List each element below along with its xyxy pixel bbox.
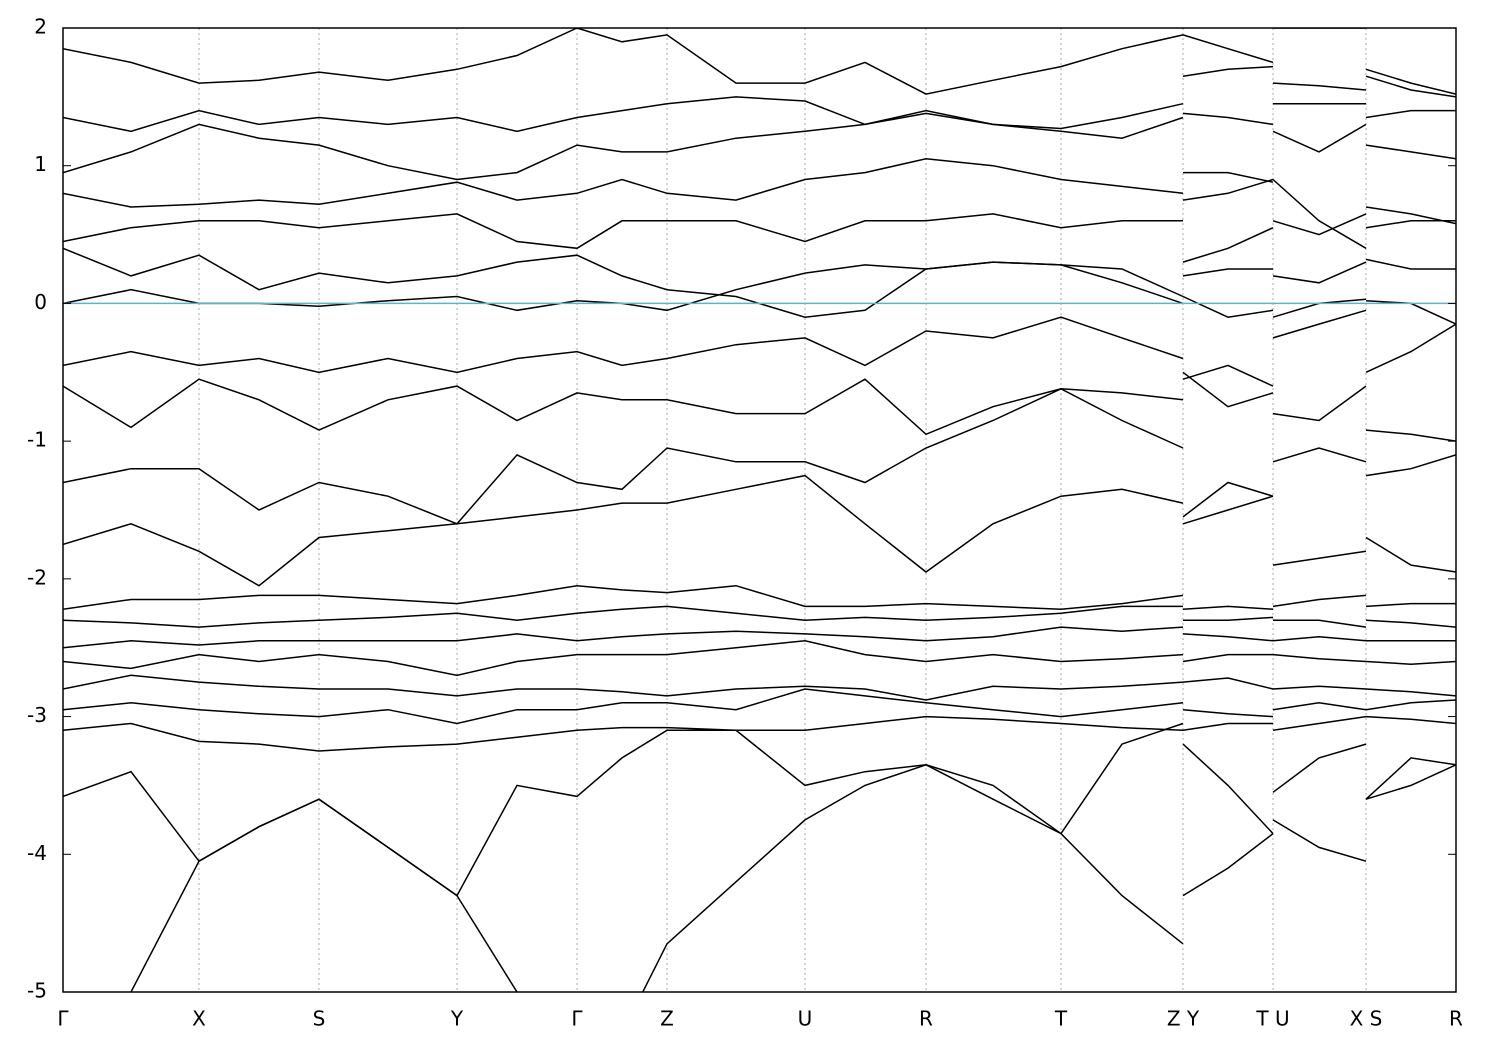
x-tick-label: Γ bbox=[57, 1007, 69, 1031]
band-line bbox=[195, 28, 1456, 95]
band-line bbox=[63, 715, 1456, 752]
y-tick-label: -2 bbox=[27, 565, 47, 589]
x-tick-label: Y bbox=[450, 1007, 464, 1031]
band-line bbox=[63, 309, 1456, 408]
band-line bbox=[63, 247, 1456, 318]
y-tick-label: -3 bbox=[27, 703, 47, 727]
y-tick-label: -4 bbox=[27, 841, 47, 865]
x-tick-label: Z bbox=[660, 1007, 674, 1031]
x-tick-label: X bbox=[192, 1007, 206, 1031]
y-tick-label: 0 bbox=[34, 290, 47, 314]
band-line bbox=[63, 387, 1456, 525]
bands bbox=[63, 28, 1456, 992]
x-tick-label: T U bbox=[1255, 1007, 1289, 1031]
band-line bbox=[63, 213, 1456, 263]
band-line bbox=[63, 605, 1456, 628]
band-line bbox=[63, 474, 1456, 587]
y-tick-label: 2 bbox=[34, 15, 47, 39]
x-tick-label: R bbox=[919, 1007, 933, 1031]
band-line bbox=[63, 158, 1456, 249]
band-line bbox=[63, 364, 1456, 442]
band-line bbox=[63, 109, 1456, 183]
x-tick-label: X S bbox=[1350, 1007, 1383, 1031]
x-tick-label: Γ bbox=[571, 1007, 583, 1031]
band-line bbox=[63, 261, 1456, 325]
band-line bbox=[63, 688, 1456, 725]
band-line bbox=[63, 28, 1456, 98]
x-tick-label: R bbox=[1449, 1007, 1463, 1031]
band-line bbox=[63, 626, 1456, 649]
band-line bbox=[63, 674, 1456, 701]
x-tick-label: Z Y bbox=[1167, 1007, 1200, 1031]
band-line bbox=[130, 763, 1456, 992]
y-tick-label: -1 bbox=[27, 428, 47, 452]
x-tick-label: S bbox=[313, 1007, 326, 1031]
plot-frame bbox=[62, 27, 1457, 993]
grid bbox=[62, 28, 1457, 992]
band-line bbox=[63, 584, 1456, 610]
x-tick-label: U bbox=[798, 1007, 813, 1031]
band-line bbox=[63, 722, 1456, 897]
y-tick-label: 1 bbox=[34, 152, 47, 176]
band-line bbox=[63, 640, 1456, 677]
y-tick-label: -5 bbox=[27, 979, 47, 1003]
band-line bbox=[63, 96, 1456, 133]
x-tick-label: T bbox=[1054, 1007, 1068, 1031]
